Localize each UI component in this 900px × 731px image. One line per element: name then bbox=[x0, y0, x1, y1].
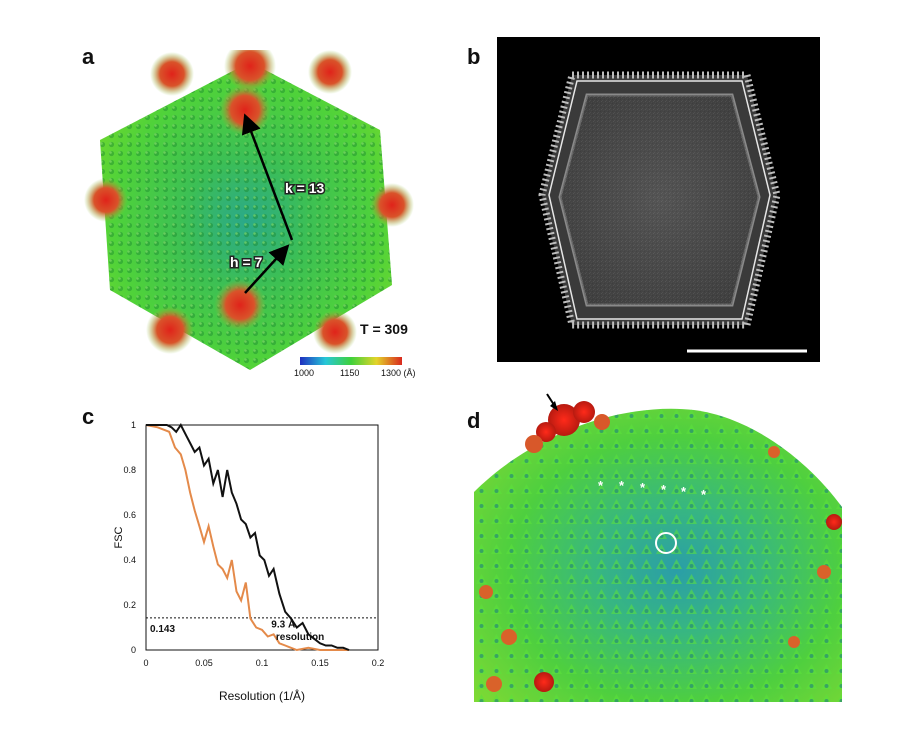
k-label: k = 13 bbox=[285, 180, 325, 196]
asterisk-row: * * * * * * bbox=[598, 478, 707, 502]
y-tick-label: 0.8 bbox=[123, 465, 136, 475]
y-axis-ticks: 0 0.2 0.4 0.6 0.8 1 bbox=[123, 420, 136, 655]
colorbar-tick-1150: 1150 bbox=[340, 368, 360, 378]
x-tick-label: 0 bbox=[143, 658, 148, 668]
panel-label-c: c bbox=[82, 404, 95, 429]
series-black-line bbox=[146, 423, 350, 651]
x-tick-label: 0.1 bbox=[256, 658, 269, 668]
svg-text:*: * bbox=[681, 484, 687, 499]
capsid-zoom-map: * * * * * * bbox=[474, 393, 842, 702]
y-tick-label: 0.2 bbox=[123, 600, 136, 610]
x-tick-label: 0.15 bbox=[311, 658, 329, 668]
plot-frame bbox=[145, 424, 379, 651]
colorbar bbox=[300, 357, 402, 365]
resolution-annotation-text: resolution bbox=[276, 632, 324, 643]
y-axis-label: FSC bbox=[113, 526, 125, 548]
svg-text:*: * bbox=[640, 480, 646, 495]
svg-text:*: * bbox=[661, 482, 667, 497]
k-arrow bbox=[241, 113, 294, 241]
highlight-circle bbox=[655, 532, 677, 554]
svg-text:*: * bbox=[619, 478, 625, 493]
h-arrow bbox=[244, 244, 290, 294]
y-tick-label: 1 bbox=[131, 420, 136, 430]
t-number-label: T = 309 bbox=[360, 321, 408, 337]
threshold-label: 0.143 bbox=[150, 624, 175, 635]
panel-label-d: d bbox=[467, 408, 481, 433]
y-tick-label: 0 bbox=[131, 645, 136, 655]
x-axis-ticks: 0 0.05 0.1 0.15 0.2 bbox=[143, 658, 384, 668]
y-tick-label: 0.6 bbox=[123, 510, 136, 520]
svg-text:*: * bbox=[701, 487, 707, 502]
colorbar-tick-1000: 1000 bbox=[294, 368, 315, 378]
colorbar-tick-1300: 1300 (Å) bbox=[381, 368, 416, 378]
h-label: h = 7 bbox=[230, 254, 263, 270]
y-tick-label: 0.4 bbox=[123, 555, 136, 565]
capsid-surface-map: k = 13 h = 7 bbox=[84, 50, 414, 370]
x-tick-label: 0.2 bbox=[372, 658, 385, 668]
cryo-em-slice bbox=[497, 37, 820, 362]
vertex-cluster bbox=[224, 50, 276, 92]
series-orange-line bbox=[145, 424, 349, 652]
x-axis-label: Resolution (1/Å) bbox=[219, 688, 305, 703]
x-tick-label: 0.05 bbox=[195, 658, 213, 668]
panel-label-a: a bbox=[82, 44, 95, 69]
svg-text:*: * bbox=[598, 478, 604, 493]
panel-label-b: b bbox=[467, 44, 481, 69]
resolution-annotation-value: 9.3 Å bbox=[271, 618, 295, 631]
fsc-chart: 0 0.2 0.4 0.6 0.8 1 0 0.05 0.1 0.15 0.2 0.143 9.3… bbox=[113, 420, 384, 703]
